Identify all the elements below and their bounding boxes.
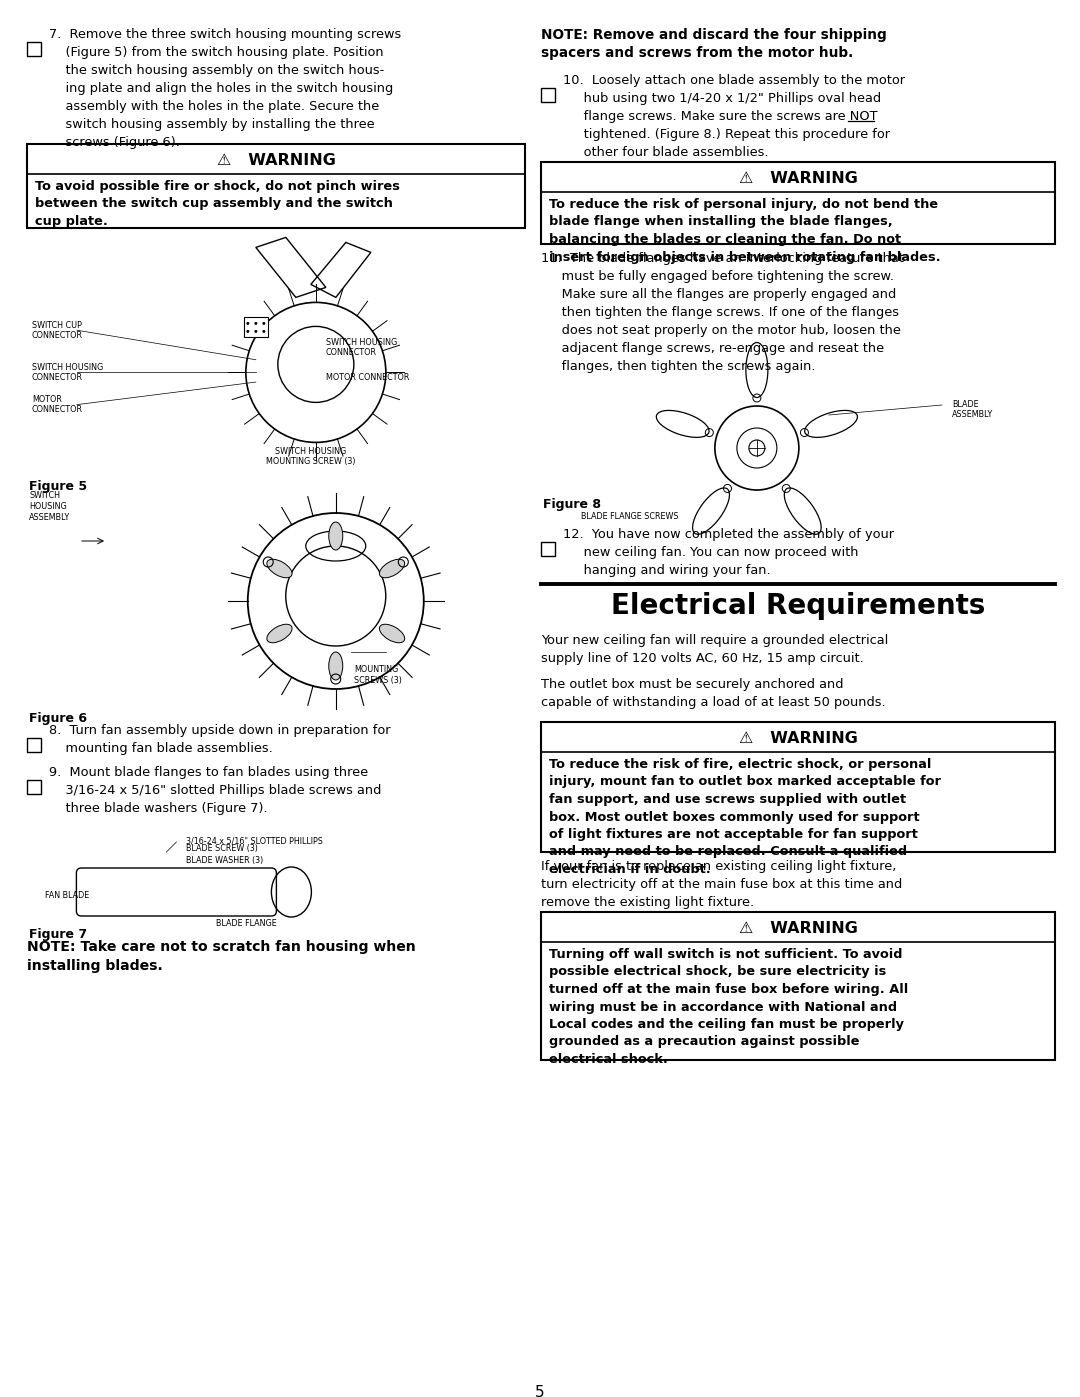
Text: BLADE
ASSEMBLY: BLADE ASSEMBLY: [953, 400, 994, 419]
Text: MOTOR
CONNECTOR: MOTOR CONNECTOR: [32, 395, 83, 415]
Text: SWITCH
HOUSING
ASSEMBLY: SWITCH HOUSING ASSEMBLY: [29, 490, 70, 522]
Text: To reduce the risk of fire, electric shock, or personal
injury, mount fan to out: To reduce the risk of fire, electric sho…: [549, 759, 941, 876]
Bar: [27, 144, 525, 228]
Text: ⚠   WARNING: ⚠ WARNING: [739, 170, 858, 186]
Text: ⚠   WARNING: ⚠ WARNING: [739, 731, 858, 746]
Text: Electrical Requirements: Electrical Requirements: [611, 592, 985, 620]
Bar: [541, 722, 1055, 852]
Circle shape: [255, 321, 257, 326]
Text: NOTE: Remove and discard the four shipping: NOTE: Remove and discard the four shippi…: [541, 28, 887, 42]
FancyBboxPatch shape: [77, 868, 276, 916]
Text: Figure 5: Figure 5: [29, 481, 87, 493]
Text: 9.  Mount blade flanges to fan blades using three
    3/16-24 x 5/16" slotted Ph: 9. Mount blade flanges to fan blades usi…: [49, 766, 381, 814]
Text: MOTOR CONNECTOR: MOTOR CONNECTOR: [326, 373, 409, 381]
Bar: [541, 370, 1055, 520]
Text: NOTE: Take care not to scratch fan housing when
installing blades.: NOTE: Take care not to scratch fan housi…: [27, 940, 416, 972]
Text: FAN BLADE: FAN BLADE: [45, 891, 90, 901]
Bar: [27, 236, 525, 483]
Ellipse shape: [379, 559, 405, 578]
Text: BLADE FLANGE: BLADE FLANGE: [216, 919, 276, 928]
Text: SWITCH HOUSING
MOUNTING SCREW (3): SWITCH HOUSING MOUNTING SCREW (3): [266, 447, 355, 467]
Bar: [244, 317, 268, 338]
Text: 5: 5: [536, 1384, 544, 1397]
Ellipse shape: [267, 559, 292, 578]
Text: MOUNTING
SCREWS (3): MOUNTING SCREWS (3): [354, 665, 402, 685]
Text: SWITCH HOUSING
CONNECTOR: SWITCH HOUSING CONNECTOR: [326, 338, 397, 358]
Text: BLADE FLANGE SCREWS: BLADE FLANGE SCREWS: [581, 511, 678, 521]
Bar: [27, 780, 41, 793]
Text: ⚠   WARNING: ⚠ WARNING: [739, 921, 858, 936]
Text: Figure 6: Figure 6: [29, 712, 87, 725]
Bar: [27, 738, 41, 752]
Text: To avoid possible fire or shock, do not pinch wires
between the switch cup assem: To avoid possible fire or shock, do not …: [35, 180, 400, 228]
Text: The outlet box must be securely anchored and
capable of withstanding a load of a: The outlet box must be securely anchored…: [541, 678, 886, 710]
Bar: [541, 542, 555, 556]
Text: 7.  Remove the three switch housing mounting screws
    (Figure 5) from the swit: 7. Remove the three switch housing mount…: [49, 28, 402, 149]
Bar: [27, 824, 525, 932]
Ellipse shape: [328, 522, 342, 550]
Bar: [541, 162, 1055, 244]
Text: 10.  Loosely attach one blade assembly to the motor
     hub using two 1/4-20 x : 10. Loosely attach one blade assembly to…: [563, 74, 905, 159]
Text: BLADE SCREW (3): BLADE SCREW (3): [187, 844, 258, 854]
Text: 8.  Turn fan assembly upside down in preparation for
    mounting fan blade asse: 8. Turn fan assembly upside down in prep…: [49, 724, 391, 754]
Text: spacers and screws from the motor hub.: spacers and screws from the motor hub.: [541, 46, 853, 60]
Text: Figure 8: Figure 8: [543, 497, 600, 511]
Circle shape: [262, 321, 266, 326]
Circle shape: [262, 330, 266, 332]
Text: 11.  The blade flanges have an interlocking feature that
     must be fully enga: 11. The blade flanges have an interlocki…: [541, 251, 904, 373]
Text: SWITCH HOUSING
CONNECTOR: SWITCH HOUSING CONNECTOR: [32, 363, 104, 383]
Text: 12.  You have now completed the assembly of your
     new ceiling fan. You can n: 12. You have now completed the assembly …: [563, 528, 894, 577]
Ellipse shape: [379, 624, 405, 643]
Ellipse shape: [328, 652, 342, 680]
Bar: [541, 912, 1055, 1060]
Text: 3/16-24 x 5/16" SLOTTED PHILLIPS: 3/16-24 x 5/16" SLOTTED PHILLIPS: [187, 835, 323, 845]
Circle shape: [246, 330, 249, 332]
Text: If your fan is to replace an existing ceiling light fixture,
turn electricity of: If your fan is to replace an existing ce…: [541, 861, 902, 909]
Bar: [541, 88, 555, 102]
Text: To reduce the risk of personal injury, do not bend the
blade flange when install: To reduce the risk of personal injury, d…: [549, 198, 941, 264]
Text: SWITCH CUP
CONNECTOR: SWITCH CUP CONNECTOR: [32, 320, 83, 339]
Ellipse shape: [267, 624, 292, 643]
Bar: [27, 42, 41, 56]
Circle shape: [246, 321, 249, 326]
Text: ⚠   WARNING: ⚠ WARNING: [217, 152, 336, 168]
Bar: [27, 486, 525, 717]
Circle shape: [255, 330, 257, 332]
Text: Turning off wall switch is not sufficient. To avoid
possible electrical shock, b: Turning off wall switch is not sufficien…: [549, 949, 908, 1066]
Text: Your new ceiling fan will require a grounded electrical
supply line of 120 volts: Your new ceiling fan will require a grou…: [541, 634, 888, 665]
Text: Figure 7: Figure 7: [29, 928, 87, 942]
Text: BLADE WASHER (3): BLADE WASHER (3): [187, 856, 264, 865]
